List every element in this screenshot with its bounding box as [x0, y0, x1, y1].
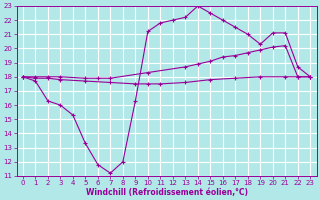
X-axis label: Windchill (Refroidissement éolien,°C): Windchill (Refroidissement éolien,°C) — [85, 188, 248, 197]
